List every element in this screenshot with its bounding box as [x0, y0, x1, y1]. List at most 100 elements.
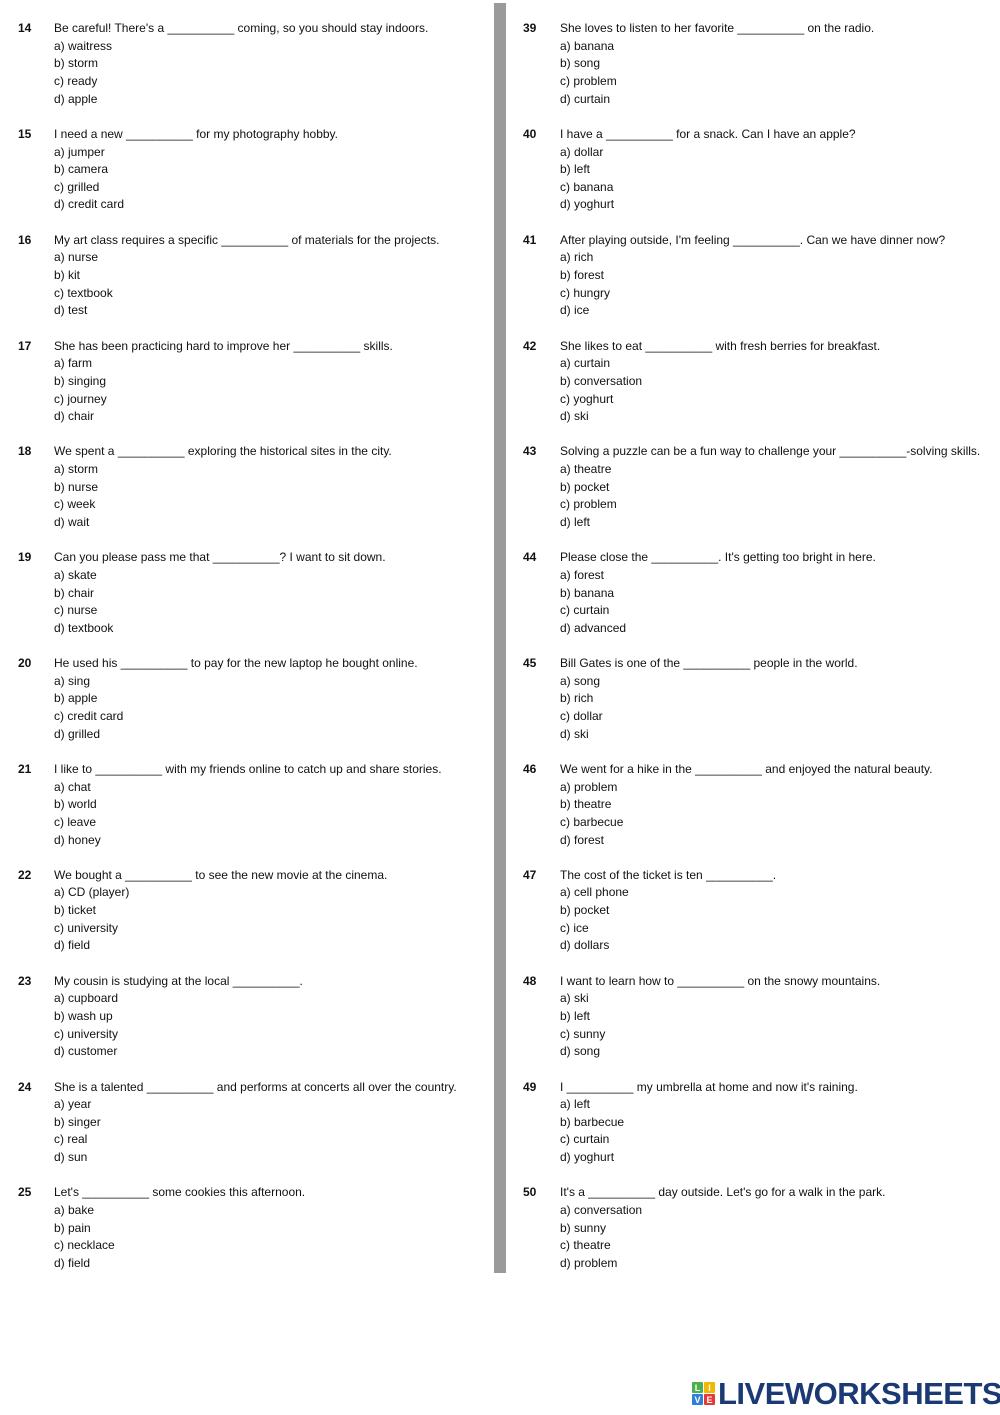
- answer-option[interactable]: b) chair: [54, 585, 95, 600]
- answer-option[interactable]: c) real: [54, 1132, 88, 1147]
- answer-option[interactable]: b) barbecue: [560, 1114, 625, 1129]
- answer-option[interactable]: a) song: [560, 673, 601, 688]
- answer-option[interactable]: c) problem: [560, 497, 617, 512]
- answer-option[interactable]: a) waitress: [54, 38, 113, 53]
- answer-option[interactable]: c) university: [54, 1026, 119, 1041]
- answer-option[interactable]: b) pain: [54, 1220, 91, 1235]
- answer-option[interactable]: b) song: [560, 56, 601, 71]
- answer-option[interactable]: c) nurse: [54, 603, 98, 618]
- answer-option[interactable]: c) textbook: [54, 285, 113, 300]
- answer-option[interactable]: b) left: [560, 162, 591, 177]
- answer-option[interactable]: d) yoghurt: [560, 197, 615, 212]
- answer-option[interactable]: c) problem: [560, 73, 617, 88]
- answer-option[interactable]: c) necklace: [54, 1238, 115, 1253]
- answer-option[interactable]: d) forest: [560, 832, 605, 847]
- answer-option[interactable]: c) barbecue: [560, 814, 624, 829]
- answer-option[interactable]: c) dollar: [560, 709, 603, 724]
- answer-option[interactable]: d) ice: [560, 303, 590, 318]
- answer-option[interactable]: d) left: [560, 515, 591, 530]
- answer-option[interactable]: c) week: [54, 497, 96, 512]
- answer-option[interactable]: d) ski: [560, 726, 589, 741]
- answer-option[interactable]: b) pocket: [560, 903, 610, 918]
- answer-option[interactable]: c) hungry: [560, 285, 611, 300]
- answer-option[interactable]: c) journey: [54, 391, 107, 406]
- answer-option[interactable]: d) apple: [54, 91, 98, 106]
- answer-option[interactable]: a) sing: [54, 673, 91, 688]
- answer-option[interactable]: b) ticket: [54, 903, 97, 918]
- answer-option[interactable]: c) ice: [560, 920, 589, 935]
- answer-option[interactable]: c) curtain: [560, 603, 610, 618]
- answer-option[interactable]: a) banana: [560, 38, 615, 53]
- answer-option[interactable]: a) dollar: [560, 144, 604, 159]
- answer-option[interactable]: a) skate: [54, 567, 97, 582]
- answer-option[interactable]: c) yoghurt: [560, 391, 614, 406]
- answer-option[interactable]: d) problem: [560, 1255, 618, 1270]
- answer-option[interactable]: a) forest: [560, 567, 605, 582]
- answer-option[interactable]: a) cupboard: [54, 991, 119, 1006]
- answer-option[interactable]: b) left: [560, 1008, 591, 1023]
- answer-option[interactable]: d) grilled: [54, 726, 101, 741]
- answer-option[interactable]: b) storm: [54, 56, 99, 71]
- answer-option[interactable]: b) forest: [560, 268, 605, 282]
- answer-option[interactable]: c) curtain: [560, 1132, 610, 1147]
- answer-option[interactable]: d) curtain: [560, 91, 611, 106]
- answer-option[interactable]: a) left: [560, 1097, 591, 1112]
- answer-option[interactable]: a) problem: [560, 779, 618, 794]
- answer-option[interactable]: d) textbook: [54, 620, 114, 635]
- answer-option[interactable]: b) conversation: [560, 373, 643, 388]
- answer-option[interactable]: b) world: [54, 797, 97, 812]
- answer-option[interactable]: a) cell phone: [560, 885, 629, 900]
- answer-option[interactable]: d) chair: [54, 409, 95, 424]
- answer-option[interactable]: a) storm: [54, 462, 99, 477]
- answer-option[interactable]: d) customer: [54, 1044, 118, 1059]
- answer-option[interactable]: d) test: [54, 303, 88, 318]
- question-body: We went for a hike in the __________ and…: [560, 761, 933, 849]
- answer-option[interactable]: c) ready: [54, 73, 98, 88]
- answer-option[interactable]: b) pocket: [560, 479, 610, 494]
- answer-option[interactable]: b) theatre: [560, 797, 612, 812]
- answer-option[interactable]: a) chat: [54, 779, 91, 794]
- answer-option[interactable]: b) nurse: [54, 479, 99, 494]
- answer-option[interactable]: b) rich: [560, 691, 594, 706]
- answer-option[interactable]: c) leave: [54, 814, 97, 829]
- answer-option[interactable]: a) nurse: [54, 250, 99, 265]
- answer-option[interactable]: d) honey: [54, 832, 101, 847]
- answer-option[interactable]: a) curtain: [560, 356, 611, 371]
- answer-option[interactable]: b) singer: [54, 1114, 101, 1129]
- answer-option[interactable]: c) university: [54, 920, 119, 935]
- answer-option[interactable]: c) credit card: [54, 709, 124, 724]
- answer-option[interactable]: a) ski: [560, 991, 589, 1006]
- answer-option[interactable]: a) theatre: [560, 462, 612, 477]
- answer-option[interactable]: d) wait: [54, 515, 90, 530]
- answer-option[interactable]: b) kit: [54, 268, 81, 282]
- answer-option[interactable]: a) CD (player): [54, 885, 130, 900]
- answer-option[interactable]: c) grilled: [54, 179, 100, 194]
- answer-option[interactable]: d) credit card: [54, 197, 125, 212]
- answer-option[interactable]: a) farm: [54, 356, 93, 371]
- answer-option[interactable]: d) field: [54, 1255, 91, 1270]
- answer-option[interactable]: d) sun: [54, 1150, 88, 1165]
- answer-option[interactable]: c) sunny: [560, 1026, 606, 1041]
- answer-option[interactable]: d) field: [54, 938, 91, 953]
- answer-option[interactable]: b) camera: [54, 162, 109, 177]
- answer-option[interactable]: b) sunny: [560, 1220, 607, 1235]
- answer-option[interactable]: c) theatre: [560, 1238, 611, 1253]
- answer-option[interactable]: d) advanced: [560, 620, 627, 635]
- answer-option[interactable]: a) year: [54, 1097, 92, 1112]
- answer-option[interactable]: d) song: [560, 1044, 601, 1059]
- answer-option[interactable]: b) wash up: [54, 1008, 113, 1023]
- answer-option[interactable]: a) rich: [560, 250, 594, 265]
- question-body: My art class requires a specific _______…: [54, 232, 440, 320]
- question-number: 24: [18, 1079, 32, 1094]
- question-text: She has been practicing hard to improve …: [54, 338, 393, 353]
- answer-option[interactable]: a) conversation: [560, 1203, 643, 1217]
- answer-option[interactable]: c) banana: [560, 179, 614, 194]
- answer-option[interactable]: d) yoghurt: [560, 1150, 615, 1165]
- answer-option[interactable]: b) singing: [54, 373, 107, 388]
- answer-option[interactable]: b) banana: [560, 585, 615, 600]
- answer-option[interactable]: d) dollars: [560, 938, 610, 953]
- answer-option[interactable]: a) jumper: [54, 144, 105, 159]
- answer-option[interactable]: d) ski: [560, 409, 589, 424]
- answer-option[interactable]: b) apple: [54, 691, 98, 706]
- answer-option[interactable]: a) bake: [54, 1203, 95, 1217]
